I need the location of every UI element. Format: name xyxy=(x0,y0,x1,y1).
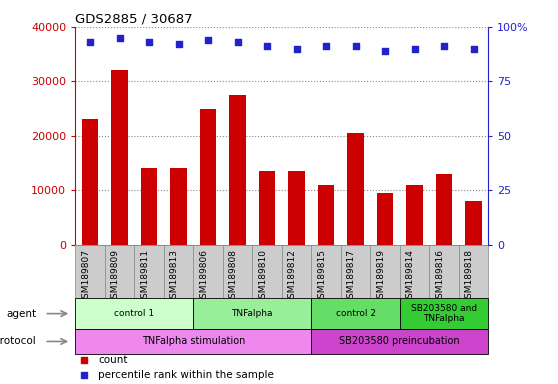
Text: GSM189817: GSM189817 xyxy=(347,249,355,304)
Point xyxy=(321,43,330,50)
Text: TNFalpha stimulation: TNFalpha stimulation xyxy=(142,336,245,346)
Text: GSM189807: GSM189807 xyxy=(81,249,90,304)
Text: protocol: protocol xyxy=(0,336,36,346)
Text: GSM189811: GSM189811 xyxy=(140,249,149,304)
Bar xyxy=(429,245,459,298)
Point xyxy=(145,39,153,45)
Bar xyxy=(170,169,187,245)
Text: GSM189814: GSM189814 xyxy=(406,249,415,304)
Bar xyxy=(348,133,364,245)
Text: GDS2885 / 30687: GDS2885 / 30687 xyxy=(75,13,193,26)
Text: GSM189809: GSM189809 xyxy=(110,249,119,304)
Bar xyxy=(200,109,216,245)
Text: count: count xyxy=(98,355,128,365)
Bar xyxy=(341,245,371,298)
Text: control 1: control 1 xyxy=(114,309,155,318)
Point xyxy=(115,35,124,41)
Bar xyxy=(193,298,311,329)
Bar xyxy=(288,171,305,245)
Bar xyxy=(371,245,400,298)
Bar xyxy=(318,185,334,245)
Bar xyxy=(229,95,246,245)
Bar xyxy=(465,201,482,245)
Bar xyxy=(311,298,400,329)
Bar xyxy=(164,245,193,298)
Point xyxy=(351,43,360,50)
Text: GSM189812: GSM189812 xyxy=(287,249,296,304)
Text: GSM189810: GSM189810 xyxy=(258,249,267,304)
Text: SB203580 preincubation: SB203580 preincubation xyxy=(339,336,460,346)
Text: GSM189819: GSM189819 xyxy=(376,249,385,304)
Text: SB203580 and
TNFalpha: SB203580 and TNFalpha xyxy=(411,304,477,323)
Bar xyxy=(82,119,98,245)
Bar xyxy=(112,70,128,245)
Point xyxy=(85,39,94,45)
Point xyxy=(263,43,272,50)
Bar xyxy=(400,298,488,329)
Bar xyxy=(459,245,488,298)
Bar xyxy=(311,329,488,354)
Text: GSM189808: GSM189808 xyxy=(229,249,238,304)
Point xyxy=(410,46,419,52)
Point xyxy=(440,43,449,50)
Bar xyxy=(436,174,452,245)
Bar xyxy=(400,245,429,298)
Text: GSM189818: GSM189818 xyxy=(464,249,474,304)
Bar xyxy=(105,245,134,298)
Text: percentile rank within the sample: percentile rank within the sample xyxy=(98,370,274,380)
Bar xyxy=(141,169,157,245)
Text: GSM189815: GSM189815 xyxy=(317,249,326,304)
Bar xyxy=(134,245,164,298)
Bar xyxy=(311,245,341,298)
Text: GSM189816: GSM189816 xyxy=(435,249,444,304)
Point xyxy=(292,46,301,52)
Point xyxy=(204,37,213,43)
Bar xyxy=(75,245,105,298)
Bar xyxy=(75,329,311,354)
Point xyxy=(469,46,478,52)
Bar xyxy=(223,245,252,298)
Text: GSM189806: GSM189806 xyxy=(199,249,208,304)
Bar xyxy=(406,185,422,245)
Text: GSM189813: GSM189813 xyxy=(170,249,179,304)
Bar xyxy=(282,245,311,298)
Bar xyxy=(252,245,282,298)
Point xyxy=(174,41,183,47)
Bar xyxy=(377,193,393,245)
Text: TNFalpha: TNFalpha xyxy=(232,309,273,318)
Bar xyxy=(193,245,223,298)
Bar xyxy=(75,298,193,329)
Point xyxy=(233,39,242,45)
Bar xyxy=(259,171,275,245)
Point xyxy=(381,48,389,54)
Text: control 2: control 2 xyxy=(335,309,376,318)
Text: agent: agent xyxy=(6,309,36,319)
